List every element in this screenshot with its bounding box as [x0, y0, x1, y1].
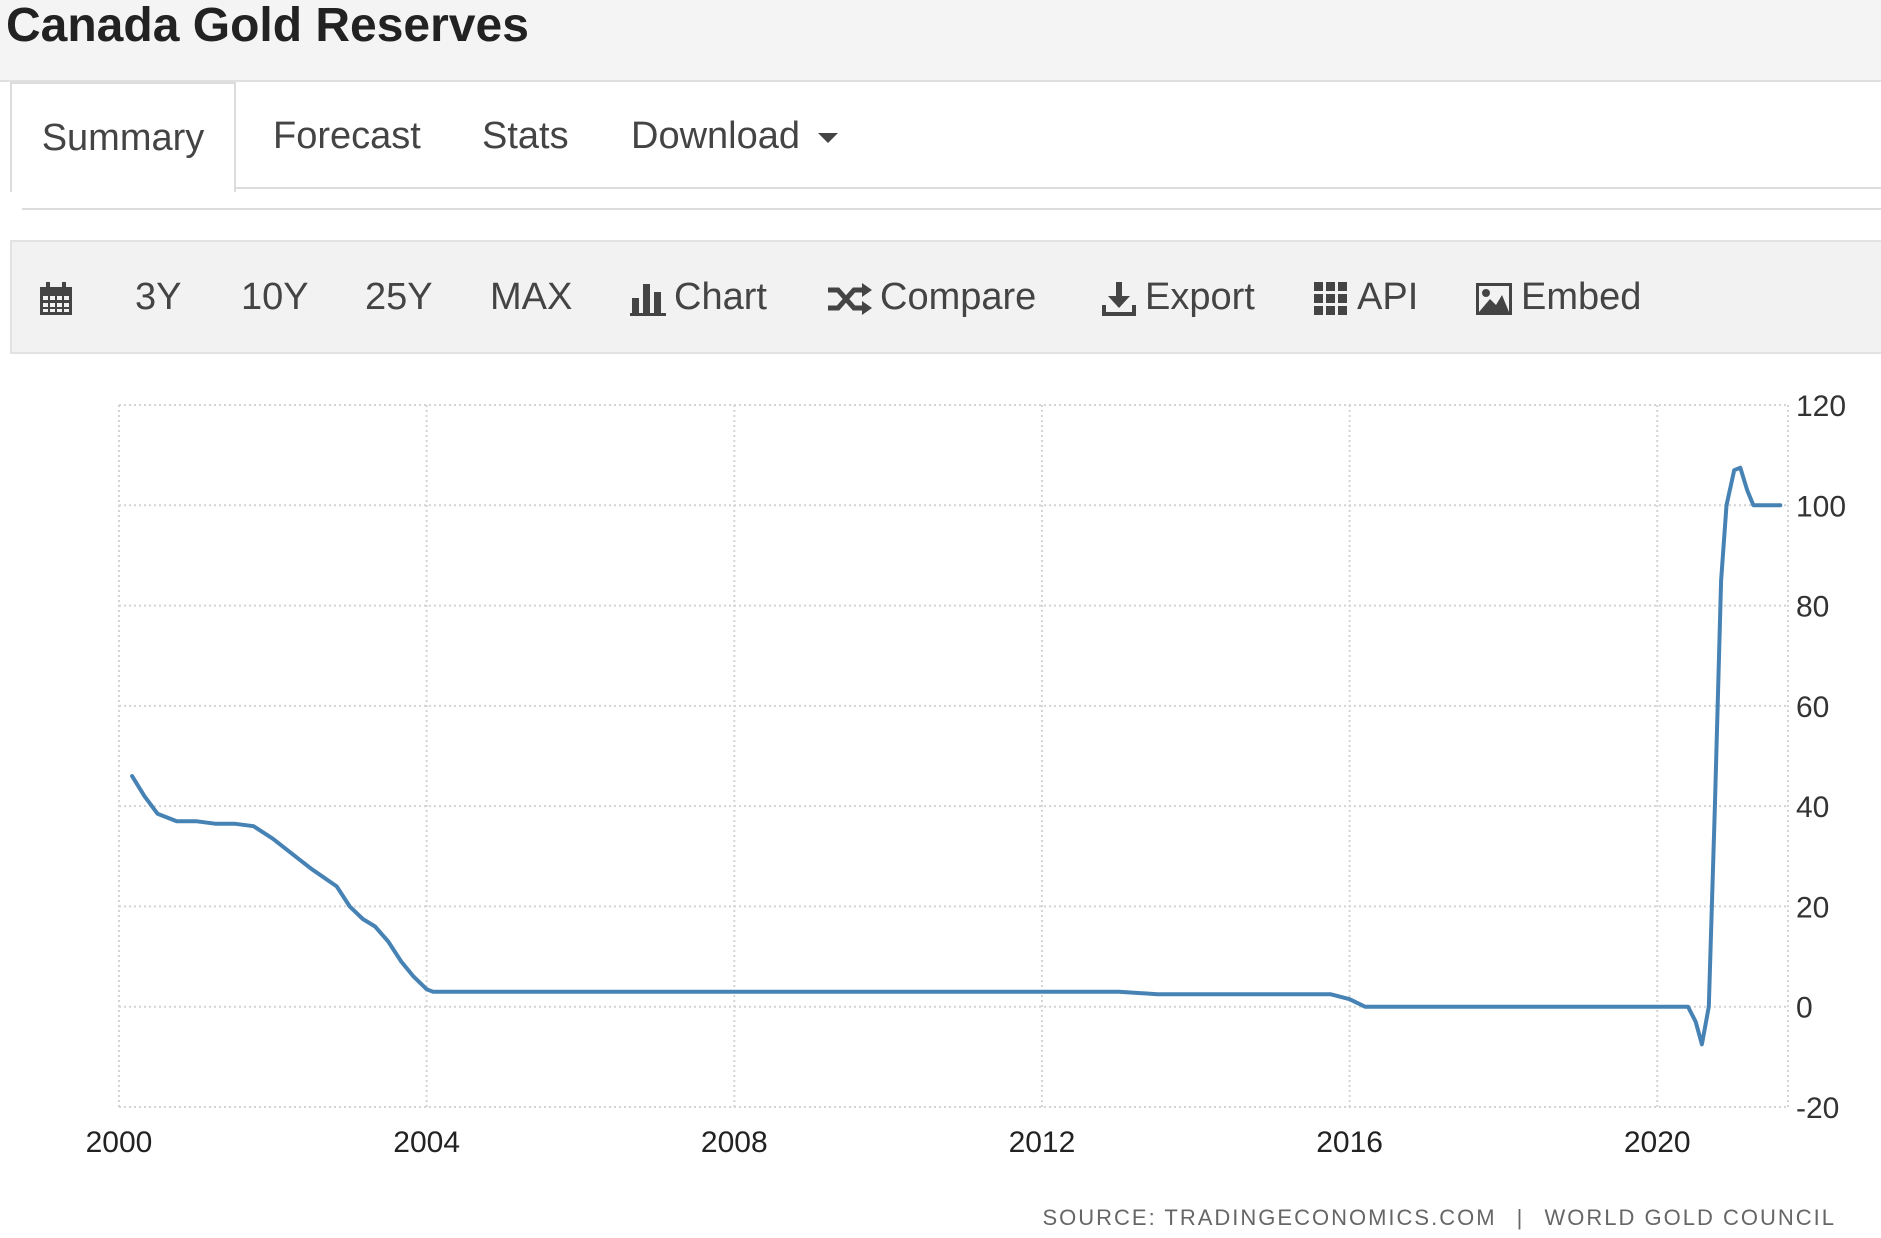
- series-line: [130, 465, 1783, 1047]
- y-tick-label: 80: [1796, 591, 1829, 624]
- y-tick-label: 60: [1796, 691, 1829, 724]
- y-tick-label: 100: [1796, 490, 1846, 523]
- chart-toolbar: 3Y 10Y 25Y MAX Chart Compare Export API: [10, 240, 1881, 354]
- api-label: API: [1357, 276, 1419, 318]
- y-tick-label: 40: [1796, 791, 1829, 824]
- range-25y-button[interactable]: 25Y: [365, 276, 433, 318]
- source-primary[interactable]: TRADINGECONOMICS.COM: [1164, 1205, 1497, 1230]
- tab-bar: Summary Forecast Stats Download: [0, 82, 1881, 210]
- range-10y-button[interactable]: 10Y: [241, 276, 309, 318]
- source-secondary[interactable]: WORLD GOLD COUNCIL: [1544, 1205, 1836, 1230]
- export-label: Export: [1145, 276, 1255, 318]
- x-tick-label: 2016: [1316, 1126, 1383, 1159]
- source-prefix: SOURCE:: [1042, 1205, 1157, 1230]
- export-button[interactable]: Export: [1101, 242, 1255, 352]
- shuffle-icon: [828, 282, 872, 315]
- image-icon: [1476, 282, 1512, 315]
- x-tick-label: 2000: [86, 1126, 153, 1159]
- range-3y-button[interactable]: 3Y: [135, 276, 182, 318]
- y-tick-label: 120: [1796, 390, 1846, 423]
- chart-type-button[interactable]: Chart: [630, 242, 767, 352]
- tab-download-label: Download: [631, 115, 800, 157]
- x-tick-label: 2020: [1624, 1126, 1691, 1159]
- api-button[interactable]: API: [1313, 242, 1418, 352]
- x-tick-label: 2012: [1009, 1126, 1076, 1159]
- y-tick-label: 0: [1796, 992, 1813, 1025]
- x-tick-label: 2008: [701, 1126, 768, 1159]
- y-tick-label: 20: [1796, 891, 1829, 924]
- line-chart: 120 100 80 60 40 20 0 -20 2000 2004 2008 2012 2016 20…: [86, 390, 1846, 1159]
- source-credit: SOURCE: TRADINGECONOMICS.COM | WORLD GOL…: [1042, 1205, 1836, 1231]
- compare-button[interactable]: Compare: [826, 242, 1036, 352]
- tab-download[interactable]: Download: [631, 82, 838, 190]
- download-icon: [1102, 281, 1136, 316]
- range-max-button[interactable]: MAX: [490, 276, 573, 318]
- compare-label: Compare: [880, 276, 1037, 318]
- tab-summary[interactable]: Summary: [10, 82, 236, 192]
- calendar-icon: [40, 281, 72, 315]
- x-tick-label: 2004: [393, 1126, 460, 1159]
- title-bar: Canada Gold Reserves: [0, 0, 1881, 82]
- page-title: Canada Gold Reserves: [6, 0, 529, 52]
- y-tick-label: -20: [1796, 1092, 1839, 1125]
- tab-underline: [22, 208, 1881, 210]
- embed-label: Embed: [1521, 276, 1642, 318]
- chart-type-label: Chart: [674, 276, 767, 318]
- embed-button[interactable]: Embed: [1475, 242, 1641, 352]
- tab-forecast[interactable]: Forecast: [273, 115, 421, 157]
- calendar-button[interactable]: [38, 242, 82, 352]
- grid-icon: [1314, 281, 1347, 315]
- caret-down-icon: [818, 132, 838, 143]
- tab-divider: [232, 187, 1881, 189]
- tab-stats[interactable]: Stats: [482, 115, 569, 157]
- bar-chart-icon: [630, 283, 666, 316]
- chart-area: 120 100 80 60 40 20 0 -20 2000 2004 2008 2012 2016 20…: [0, 355, 1881, 1238]
- source-separator: |: [1516, 1205, 1525, 1230]
